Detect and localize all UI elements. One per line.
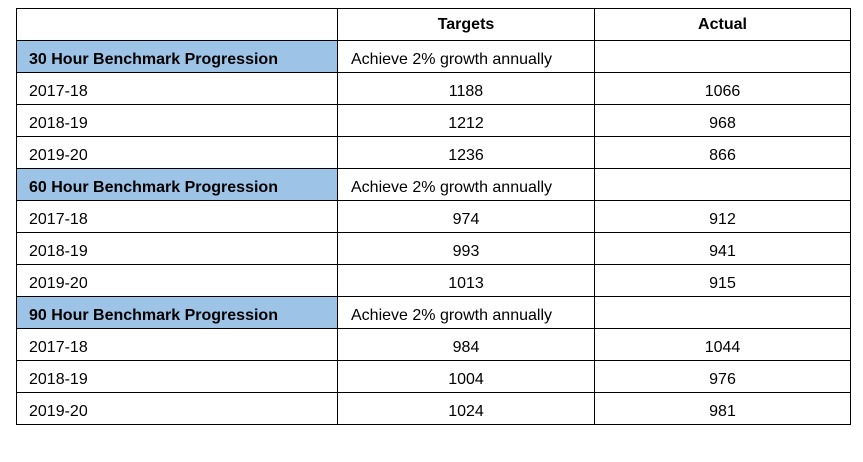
header-blank-cell [16,8,338,41]
target-cell: 1236 [337,136,595,169]
year-cell: 2017-18 [16,328,338,361]
actual-cell: 866 [594,136,851,169]
table-row: 2018-19 1004 976 [16,360,851,393]
actual-cell: 941 [594,232,851,265]
table-row: 2019-20 1024 981 [16,392,851,425]
target-cell: 993 [337,232,595,265]
section-goal: Achieve 2% growth annually [337,168,595,201]
table-row: 2019-20 1013 915 [16,264,851,297]
actual-cell: 968 [594,104,851,137]
actual-cell: 976 [594,360,851,393]
table-row: 2017-18 1188 1066 [16,72,851,105]
table-row: 2018-19 993 941 [16,232,851,265]
benchmark-table: Targets Actual 30 Hour Benchmark Progres… [16,8,851,425]
target-cell: 1024 [337,392,595,425]
section-row-90-hour: 90 Hour Benchmark Progression Achieve 2%… [16,296,851,329]
actual-cell: 1066 [594,72,851,105]
section-title: 60 Hour Benchmark Progression [16,168,338,201]
year-cell: 2018-19 [16,360,338,393]
header-actual: Actual [594,8,851,41]
empty-cell [594,296,851,329]
year-cell: 2019-20 [16,136,338,169]
year-cell: 2018-19 [16,232,338,265]
empty-cell [594,40,851,73]
header-row: Targets Actual [16,8,851,41]
table-row: 2017-18 984 1044 [16,328,851,361]
section-goal: Achieve 2% growth annually [337,296,595,329]
table-row: 2017-18 974 912 [16,200,851,233]
year-cell: 2019-20 [16,392,338,425]
empty-cell [594,168,851,201]
section-goal: Achieve 2% growth annually [337,40,595,73]
target-cell: 1188 [337,72,595,105]
year-cell: 2017-18 [16,200,338,233]
target-cell: 984 [337,328,595,361]
section-title: 90 Hour Benchmark Progression [16,296,338,329]
year-cell: 2019-20 [16,264,338,297]
section-title: 30 Hour Benchmark Progression [16,40,338,73]
table-row: 2018-19 1212 968 [16,104,851,137]
table-row: 2019-20 1236 866 [16,136,851,169]
section-row-60-hour: 60 Hour Benchmark Progression Achieve 2%… [16,168,851,201]
actual-cell: 912 [594,200,851,233]
actual-cell: 981 [594,392,851,425]
actual-cell: 915 [594,264,851,297]
year-cell: 2017-18 [16,72,338,105]
target-cell: 974 [337,200,595,233]
target-cell: 1212 [337,104,595,137]
target-cell: 1004 [337,360,595,393]
section-row-30-hour: 30 Hour Benchmark Progression Achieve 2%… [16,40,851,73]
actual-cell: 1044 [594,328,851,361]
header-targets: Targets [337,8,595,41]
year-cell: 2018-19 [16,104,338,137]
target-cell: 1013 [337,264,595,297]
